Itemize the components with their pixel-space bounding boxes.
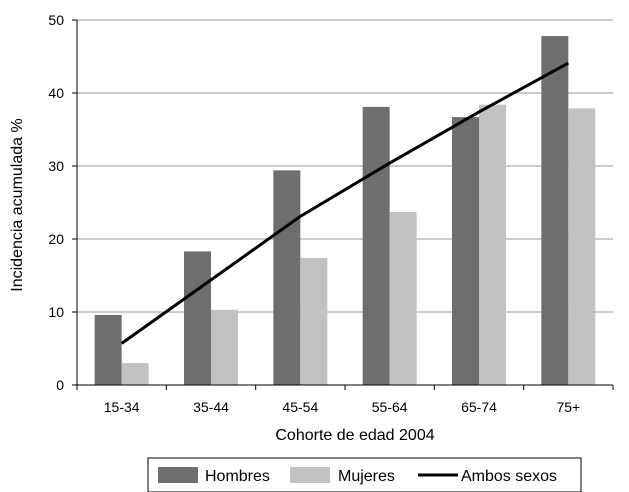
y-tick-label: 30 (48, 158, 64, 174)
bar-hombres-55-64 (362, 106, 390, 386)
bar-hombres-65-74 (452, 117, 479, 385)
gridlines (77, 19, 613, 313)
y-axis-title: Incidencia acumulada % (9, 118, 26, 291)
legend-label-ambos: Ambos sexos (461, 468, 557, 485)
legend-swatch-mujeres (290, 467, 330, 483)
bar-mujeres-35-44 (211, 309, 238, 385)
y-tick-label: 10 (48, 304, 64, 320)
legend-swatch-hombres (158, 467, 198, 483)
axes (72, 19, 614, 390)
y-tick-label: 20 (48, 231, 64, 247)
y-tick-label: 0 (56, 377, 64, 393)
x-tick-label: 65-74 (461, 399, 497, 415)
bar-hombres-35-44 (184, 251, 211, 385)
x-axis-title: Cohorte de edad 2004 (275, 427, 434, 444)
legend-label-mujeres: Mujeres (338, 468, 395, 485)
bar-hombres-45-54 (273, 170, 301, 385)
legend: Hombres Mujeres Ambos sexos (147, 457, 582, 492)
bar-mujeres-15-34 (121, 363, 149, 385)
line-series (120, 61, 570, 345)
bar-hombres-15-34 (94, 314, 122, 385)
bar-mujeres-75+ (568, 108, 596, 385)
legend-frame (147, 457, 582, 492)
legend-label-hombres: Hombres (205, 468, 270, 485)
x-tick-label: 45-54 (282, 399, 318, 415)
x-tick-label: 15-34 (104, 399, 140, 415)
bar-mujeres-55-64 (389, 211, 417, 385)
line-ambos-sexos (120, 61, 570, 345)
x-tick-label: 75+ (556, 399, 580, 415)
bars (94, 36, 596, 386)
tick-labels: 0 10 20 30 40 50 15-34 35-44 45-54 55-64 65-74 75+ (48, 12, 580, 415)
x-tick-label: 55-64 (372, 399, 408, 415)
x-tick-label: 35-44 (193, 399, 229, 415)
y-tick-label: 40 (48, 85, 64, 101)
y-tick-label: 50 (48, 12, 64, 28)
bar-mujeres-65-74 (479, 104, 506, 386)
bar-hombres-75+ (541, 36, 569, 386)
bar-mujeres-45-54 (300, 257, 328, 385)
